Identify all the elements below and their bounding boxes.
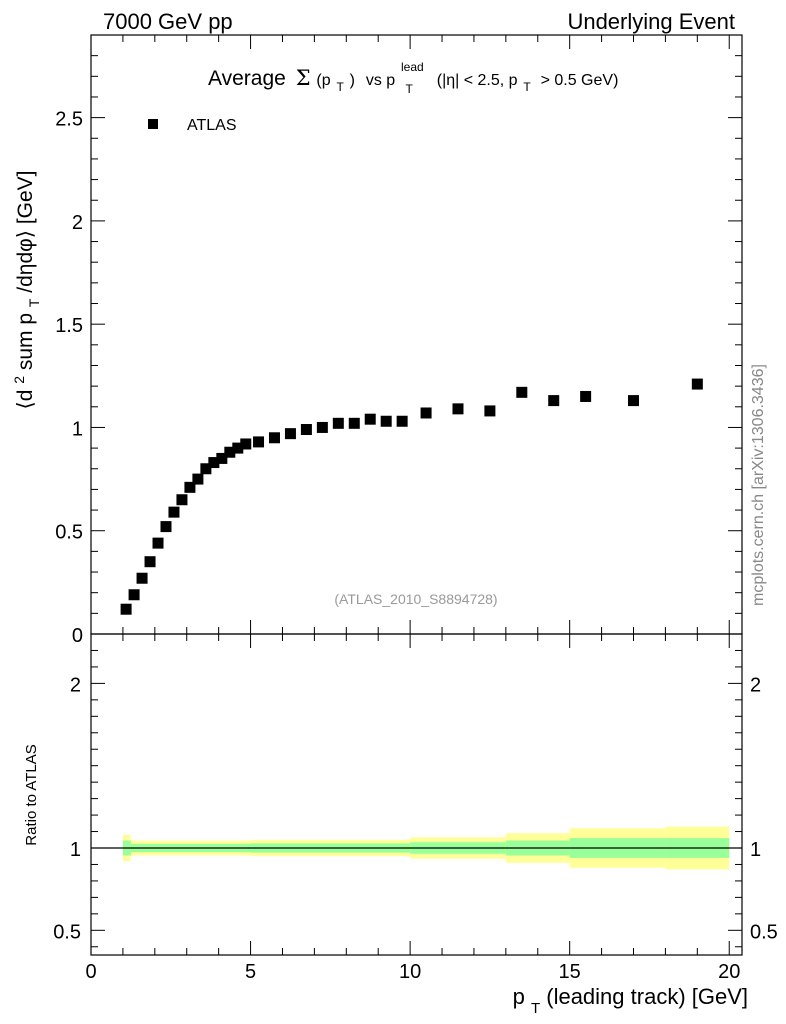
analysis-tag: (ATLAS_2010_S8894728)	[334, 591, 497, 607]
plot-title: Average Σ (p T ) vs p lead T (|η| < 2.5,…	[208, 53, 618, 98]
data-point	[348, 417, 360, 429]
ylabel-part-a: ⟨d	[14, 390, 37, 410]
data-point	[192, 473, 204, 485]
ratio-ytick-label-left: 0.5	[53, 921, 81, 943]
ylabel-part-c: /dηdφ⟩ [GeV]	[14, 170, 37, 292]
data-point	[216, 452, 228, 464]
ratio-axis-ticks: 0.5 0.51 12 20 5 10 15 20	[53, 634, 778, 983]
title-prefix: Average	[208, 67, 286, 90]
data-point	[240, 438, 252, 450]
title-pt-sub: T	[336, 80, 344, 94]
x-tick-label: 10	[399, 961, 421, 983]
title-cuts-sub: T	[523, 80, 531, 94]
main-ytick-label: 2	[72, 212, 83, 234]
main-y-label: ⟨d 2 sum p T /dηdφ⟩ [GeV]	[6, 170, 44, 409]
x-axis-label: p T (leading track) [GeV]	[513, 984, 748, 1018]
ratio-ytick-label-right: 1	[750, 839, 761, 861]
ratio-ytick-label-right: 0.5	[750, 921, 778, 943]
data-point	[548, 395, 560, 407]
title-lead-sup: lead	[401, 60, 424, 74]
data-point	[144, 556, 156, 568]
title-cuts-b: > 0.5 GeV)	[541, 72, 619, 89]
data-point	[176, 494, 188, 506]
main-axis-ticks: 0 0.5 1 1.5 2 2.5	[55, 34, 742, 647]
x-tick-label: 20	[718, 961, 740, 983]
xlabel-sub: T	[531, 1000, 540, 1017]
data-point	[691, 378, 703, 390]
data-point	[484, 405, 496, 417]
data-point	[332, 417, 344, 429]
ratio-y-label: Ratio to ATLAS	[23, 744, 40, 845]
main-ytick-label: 0.5	[55, 522, 83, 544]
header-right: Underlying Event	[567, 9, 735, 34]
main-ytick-label: 2.5	[55, 109, 83, 131]
ratio-ytick-label-left: 2	[70, 674, 81, 696]
ylabel-sub: T	[26, 298, 42, 307]
data-point	[452, 403, 464, 415]
ylabel-part-b: sum p	[14, 313, 37, 370]
xlabel-part-b: (leading track) [GeV]	[546, 984, 748, 1009]
data-point	[628, 395, 639, 407]
title-cuts-a: (|η| < 2.5, p	[437, 72, 518, 89]
legend-marker	[148, 119, 158, 129]
header-left: 7000 GeV pp	[103, 9, 233, 34]
x-tick-label: 0	[85, 961, 96, 983]
data-point	[152, 537, 164, 549]
data-point	[580, 390, 592, 402]
data-point	[316, 421, 328, 433]
data-point	[396, 415, 408, 427]
x-tick-label: 5	[245, 961, 256, 983]
data-point	[516, 386, 528, 398]
title-pt-close: )	[350, 72, 355, 89]
data-point	[420, 407, 432, 419]
data-point	[136, 572, 148, 584]
title-pt-open: (p	[316, 72, 330, 89]
main-ytick-label: 0	[72, 625, 83, 647]
ylabel-sup: 2	[11, 376, 27, 384]
ratio-ytick-label-right: 2	[750, 674, 761, 696]
ratio-frame	[90, 633, 743, 956]
legend-label: ATLAS	[187, 117, 237, 134]
data-point	[253, 436, 265, 448]
title-vs: vs p	[366, 72, 395, 89]
ratio-ytick-label-left: 1	[70, 839, 81, 861]
x-tick-label: 15	[559, 961, 581, 983]
watermark: mcplots.cern.ch [arXiv:1306.3436]	[750, 364, 767, 606]
data-point	[200, 463, 212, 475]
data-point	[128, 589, 140, 601]
data-point	[232, 442, 244, 454]
data-point	[168, 506, 180, 518]
data-point	[380, 415, 392, 427]
data-point	[300, 424, 312, 436]
main-ytick-label: 1.5	[55, 315, 83, 337]
data-point	[268, 432, 280, 444]
title-lead-sub: T	[406, 82, 414, 96]
data-point	[184, 481, 196, 493]
data-point	[120, 603, 132, 615]
data-point	[208, 457, 220, 469]
data-points	[120, 378, 703, 615]
data-point	[364, 413, 376, 425]
data-point	[160, 521, 172, 533]
main-ytick-label: 1	[72, 418, 83, 440]
data-point	[284, 428, 296, 440]
title-sigma: Σ	[296, 66, 311, 90]
xlabel-part-a: p	[513, 984, 525, 1009]
data-point	[224, 446, 236, 458]
